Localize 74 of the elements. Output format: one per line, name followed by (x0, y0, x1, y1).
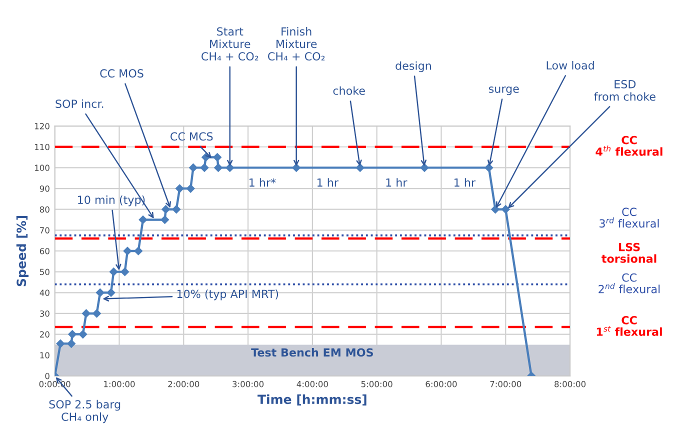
point (292, 164, 300, 172)
annotation: SOP incr. (56, 99, 104, 108)
annotation: 1 hr (386, 178, 408, 187)
point (214, 164, 222, 172)
y-tick-label: 100 (34, 164, 50, 171)
annotation: choke (333, 86, 365, 95)
point (176, 184, 184, 193)
y-tick-label: 0 (45, 372, 50, 380)
point (110, 268, 118, 276)
point (213, 153, 222, 162)
point (484, 164, 494, 172)
band-label: Test Bench EM MOS (251, 348, 373, 357)
text: CC 3$^{rd}$ flexural (600, 208, 659, 228)
point (186, 184, 195, 193)
annotation: surge (488, 86, 519, 96)
point (226, 164, 234, 172)
point (96, 288, 104, 297)
point (92, 309, 101, 318)
annotation: 1 hr* (250, 178, 276, 187)
y-tick-label: 110 (34, 144, 50, 150)
annotation: SOP 2.5 barg CH₄ only (49, 400, 120, 424)
point (200, 164, 209, 172)
y-tick-label: 70 (40, 227, 50, 234)
text: CC 4$^{th}$ flexural (596, 136, 662, 156)
annotation: 10% (typ API MRT) (177, 290, 278, 300)
point (491, 205, 500, 214)
y-tick-label: 90 (40, 186, 50, 192)
y-tick-label: 40 (40, 290, 50, 296)
point (82, 309, 90, 318)
y-tick-label: 50 (40, 268, 50, 276)
x-axis-title: Time [h:mm:ss] (258, 394, 366, 406)
ref-line-label: LSS torsional (602, 242, 656, 263)
point (420, 164, 429, 172)
annotation: CC MCS (170, 132, 213, 141)
x-tick-label: 8:00:00 (554, 380, 586, 388)
point (172, 205, 180, 214)
x-tick-label: 5:00:00 (361, 380, 392, 388)
x-tick-label: 6:00:00 (426, 380, 457, 388)
point (138, 216, 148, 224)
point (120, 268, 129, 276)
annotation: 1 hr (454, 178, 476, 187)
point (68, 330, 76, 338)
point (56, 340, 65, 348)
annotation: design (396, 61, 431, 72)
annotation: Start Mixture CH₄ + CO₂ (202, 27, 258, 61)
point (67, 340, 76, 348)
x-tick-label: 1:00:00 (104, 380, 135, 388)
y-tick-label: 80 (40, 206, 50, 213)
x-tick-label: 4:00:00 (296, 380, 328, 388)
x-tick-label: 7:00:00 (490, 380, 522, 388)
point (356, 164, 364, 172)
annotation: CC MOS (100, 69, 144, 78)
x-tick-label: 3:00:00 (232, 380, 264, 388)
annotation: 1 hr (317, 178, 338, 187)
y-axis-title: Speed [%] (16, 216, 29, 286)
y-tick-label: 120 (34, 123, 50, 130)
point (134, 246, 142, 256)
y-tick-label: 30 (40, 310, 50, 317)
y-tick-label: 20 (40, 331, 50, 338)
y-tick-label: 60 (40, 248, 50, 254)
point (162, 205, 170, 214)
point (78, 330, 88, 338)
annotation: ESD from choke (594, 80, 656, 101)
point (106, 288, 116, 297)
point (123, 246, 132, 256)
y-tick-label: 10 (40, 352, 50, 358)
annotation: Low load (546, 60, 594, 70)
point (160, 216, 169, 224)
text: CC 2$^{nd}$ flexural (598, 273, 660, 294)
annotation: Finish Mixture CH₄ + CO₂ (268, 27, 325, 61)
x-tick-label: 2:00:00 (168, 380, 200, 388)
text: CC 1$^{st}$ flexural (596, 316, 662, 336)
point (502, 205, 510, 214)
point (189, 164, 198, 172)
